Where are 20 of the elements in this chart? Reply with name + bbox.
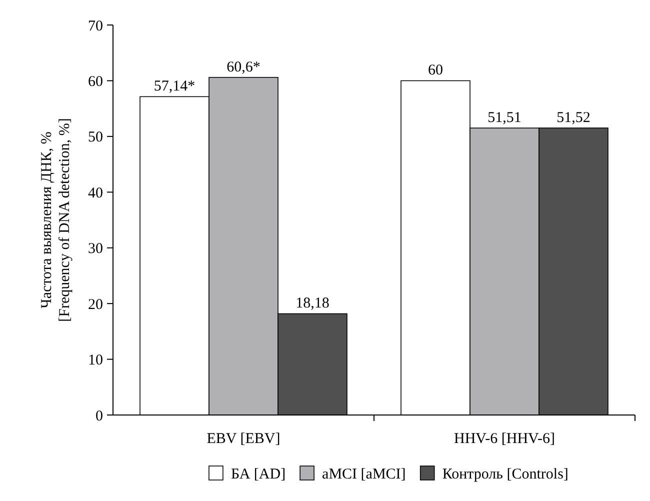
legend-label: БА [AD] [230, 466, 286, 482]
y-axis-title: Частота выявления ДНК, % [Frequency of DNA detection, %] [39, 118, 73, 322]
data-label: 57,14* [154, 78, 196, 95]
data-label: 18,18 [296, 296, 330, 312]
data-label: 60,6* [226, 59, 260, 76]
y-tick-label: 20 [88, 296, 103, 313]
legend-label: Контроль [Controls] [442, 466, 568, 482]
data-label: 51,51 [488, 110, 522, 126]
x-tick-label: HHV-6 [HHV-6] [454, 431, 555, 447]
y-tick-label: 10 [88, 352, 103, 369]
y-tick-label: 0 [96, 408, 103, 424]
y-tick-label: 60 [88, 74, 103, 90]
y-tick-label: 30 [88, 241, 103, 258]
y-tick-label: 50 [88, 130, 103, 146]
x-tick-label: EBV [EBV] [206, 431, 280, 447]
legend-label: aMCI [aMCI] [322, 466, 406, 482]
data-label: 51,52 [556, 110, 590, 126]
data-label: 60 [428, 62, 443, 79]
y-tick-label: 70 [88, 18, 103, 34]
y-tick-label: 40 [88, 185, 103, 202]
